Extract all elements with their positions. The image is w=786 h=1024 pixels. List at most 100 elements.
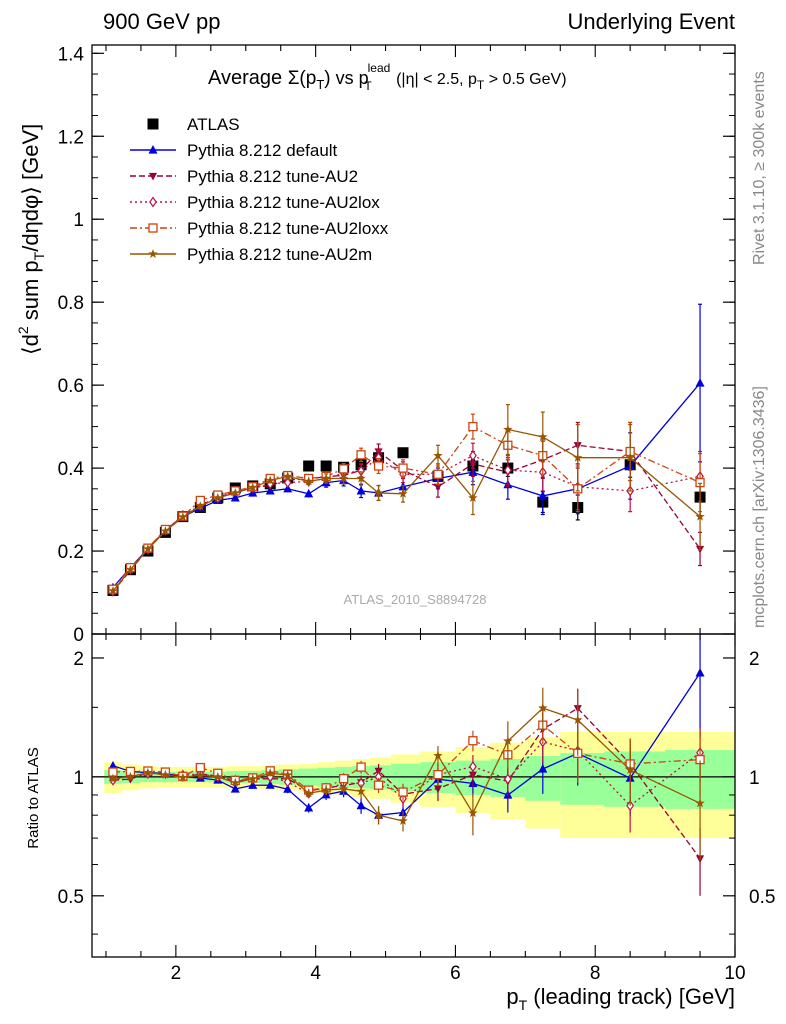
rivet-label: Rivet 3.1.10, ≥ 300k events xyxy=(751,71,768,265)
ratio-point-AU2m xyxy=(468,808,478,818)
y-tick-label: 0 xyxy=(73,625,84,646)
data-point-default xyxy=(695,378,705,387)
ratio-point-AU2loxx xyxy=(433,770,443,780)
legend-label: Pythia 8.212 default xyxy=(187,141,338,160)
ratio-point-AU2m xyxy=(398,816,408,825)
x-tick-label: 2 xyxy=(171,963,182,984)
ratio-point-AU2m xyxy=(248,773,258,783)
ratio-point-AU2 xyxy=(433,785,443,794)
series-line-AU2m xyxy=(112,428,701,592)
data-point-AU2lox xyxy=(283,477,292,489)
x-tick-label: 4 xyxy=(310,963,321,984)
ratio-point-default xyxy=(304,802,314,812)
ratio-line-AU2loxx xyxy=(112,724,701,793)
ratio-point-AU2m xyxy=(108,773,118,783)
data-point-AU2 xyxy=(433,483,443,492)
series-AU2m xyxy=(108,404,705,595)
data-point-default xyxy=(283,483,293,493)
ratio-point-default xyxy=(538,764,548,773)
series-line-AU2loxx xyxy=(112,425,701,590)
analysis-watermark: ATLAS_2010_S8894728 xyxy=(344,592,487,607)
ratio-point-AU2loxx xyxy=(356,762,366,772)
y-tick-label: 1.4 xyxy=(58,44,85,65)
data-point-AU2m xyxy=(213,493,223,502)
data-point-AU2m xyxy=(538,432,548,441)
mcplots-label: mcplots.cern.ch [arXiv:1306.3436] xyxy=(751,386,768,628)
ratio-point-AU2m xyxy=(125,771,136,781)
main-ylabel: ⟨d2 sum pT/dηdφ⟩ [GeV] xyxy=(15,124,47,355)
data-point-AU2m xyxy=(468,493,478,502)
data-point-AU2m xyxy=(230,488,240,497)
data-point-AU2m xyxy=(108,585,118,595)
main-title: Average Σ(pT) vs plead T (|η| < 2.5, pT >… xyxy=(208,61,567,93)
data-point-default xyxy=(304,488,314,498)
xlabel: pT (leading track) [GeV] xyxy=(506,984,735,1013)
data-point-AU2loxx xyxy=(373,461,384,471)
ratio-point-AU2m xyxy=(356,786,366,796)
legend-item-AU2m: Pythia 8.212 tune-AU2m xyxy=(130,245,372,264)
data-point-default xyxy=(265,485,275,495)
y-tick-label: 0.8 xyxy=(58,293,84,314)
ratio-y-tick-label-right: 1 xyxy=(749,768,760,789)
legend-marker xyxy=(147,118,159,130)
y-tick-label: 0.4 xyxy=(58,459,85,480)
data-point-AU2m xyxy=(373,488,384,497)
ratio-point-AU2m xyxy=(573,715,583,724)
legend-item-default: Pythia 8.212 default xyxy=(130,141,338,160)
data-point-AU2m xyxy=(625,452,635,462)
data-point-AU2m xyxy=(433,450,443,460)
header-right: Underlying Event xyxy=(567,9,735,34)
data-point-AU2loxx xyxy=(338,464,349,474)
data-point-AU2loxx xyxy=(433,469,443,479)
data-point-AU2m xyxy=(248,482,258,492)
data-point-AU2m xyxy=(283,471,293,481)
legend-label: Pythia 8.212 tune-AU2loxx xyxy=(187,219,389,238)
x-tick-label: 6 xyxy=(450,963,461,984)
data-point-AU2m xyxy=(573,452,583,462)
data-point-AU2m xyxy=(304,476,314,486)
data-point-AU2m xyxy=(195,501,205,511)
legend-marker xyxy=(148,249,158,258)
legend-marker xyxy=(148,145,158,154)
data-point-AU2m xyxy=(160,526,171,536)
series-AU2loxx xyxy=(108,413,705,594)
ratio-point-default xyxy=(265,780,275,789)
data-point-AU2m xyxy=(178,512,188,521)
uncertainty-band-inner xyxy=(560,752,604,805)
header-left: 900 GeV pp xyxy=(103,9,220,34)
data-point-AU2m xyxy=(695,511,705,521)
ratio-y-tick-label: 0.5 xyxy=(58,887,84,908)
data-point-AU2loxx xyxy=(356,450,366,460)
ratio-point-AU2loxx xyxy=(468,736,478,746)
legend-label: Pythia 8.212 tune-AU2lox xyxy=(187,193,380,212)
legend-label: ATLAS xyxy=(187,115,240,134)
ratio-point-AU2m xyxy=(695,798,705,808)
x-tick-label: 10 xyxy=(724,963,745,984)
ratio-y-tick-label-right: 2 xyxy=(749,649,760,670)
legend-marker xyxy=(148,172,158,181)
legend-item-AU2loxx: Pythia 8.212 tune-AU2loxx xyxy=(130,219,389,238)
ratio-point-AU2m xyxy=(304,788,314,798)
ratio-point-AU2m xyxy=(433,750,443,760)
y-tick-label: 0.6 xyxy=(58,376,84,397)
data-point-default xyxy=(356,485,366,495)
data-point-AU2lox xyxy=(503,464,512,476)
data-point-AU2loxx xyxy=(398,463,408,473)
ratio-point-default xyxy=(230,784,240,793)
ratio-point-AU2m xyxy=(538,703,548,713)
data-point-ATLAS xyxy=(397,447,409,459)
legend-item-AU2: Pythia 8.212 tune-AU2 xyxy=(130,167,358,186)
ratio-point-AU2lox xyxy=(469,761,477,773)
ratio-frame xyxy=(91,633,736,958)
data-point-AU2m xyxy=(338,473,349,483)
series-line-AU2lox xyxy=(112,454,701,592)
data-point-AU2m xyxy=(398,488,408,498)
legend-label: Pythia 8.212 tune-AU2m xyxy=(187,245,372,264)
ratio-point-AU2m xyxy=(321,785,331,795)
data-point-ATLAS xyxy=(320,460,332,472)
ratio-point-AU2lox xyxy=(283,776,292,788)
ratio-point-AU2m xyxy=(230,777,240,787)
ratio-point-default xyxy=(356,800,366,810)
data-point-AU2m xyxy=(321,473,331,483)
